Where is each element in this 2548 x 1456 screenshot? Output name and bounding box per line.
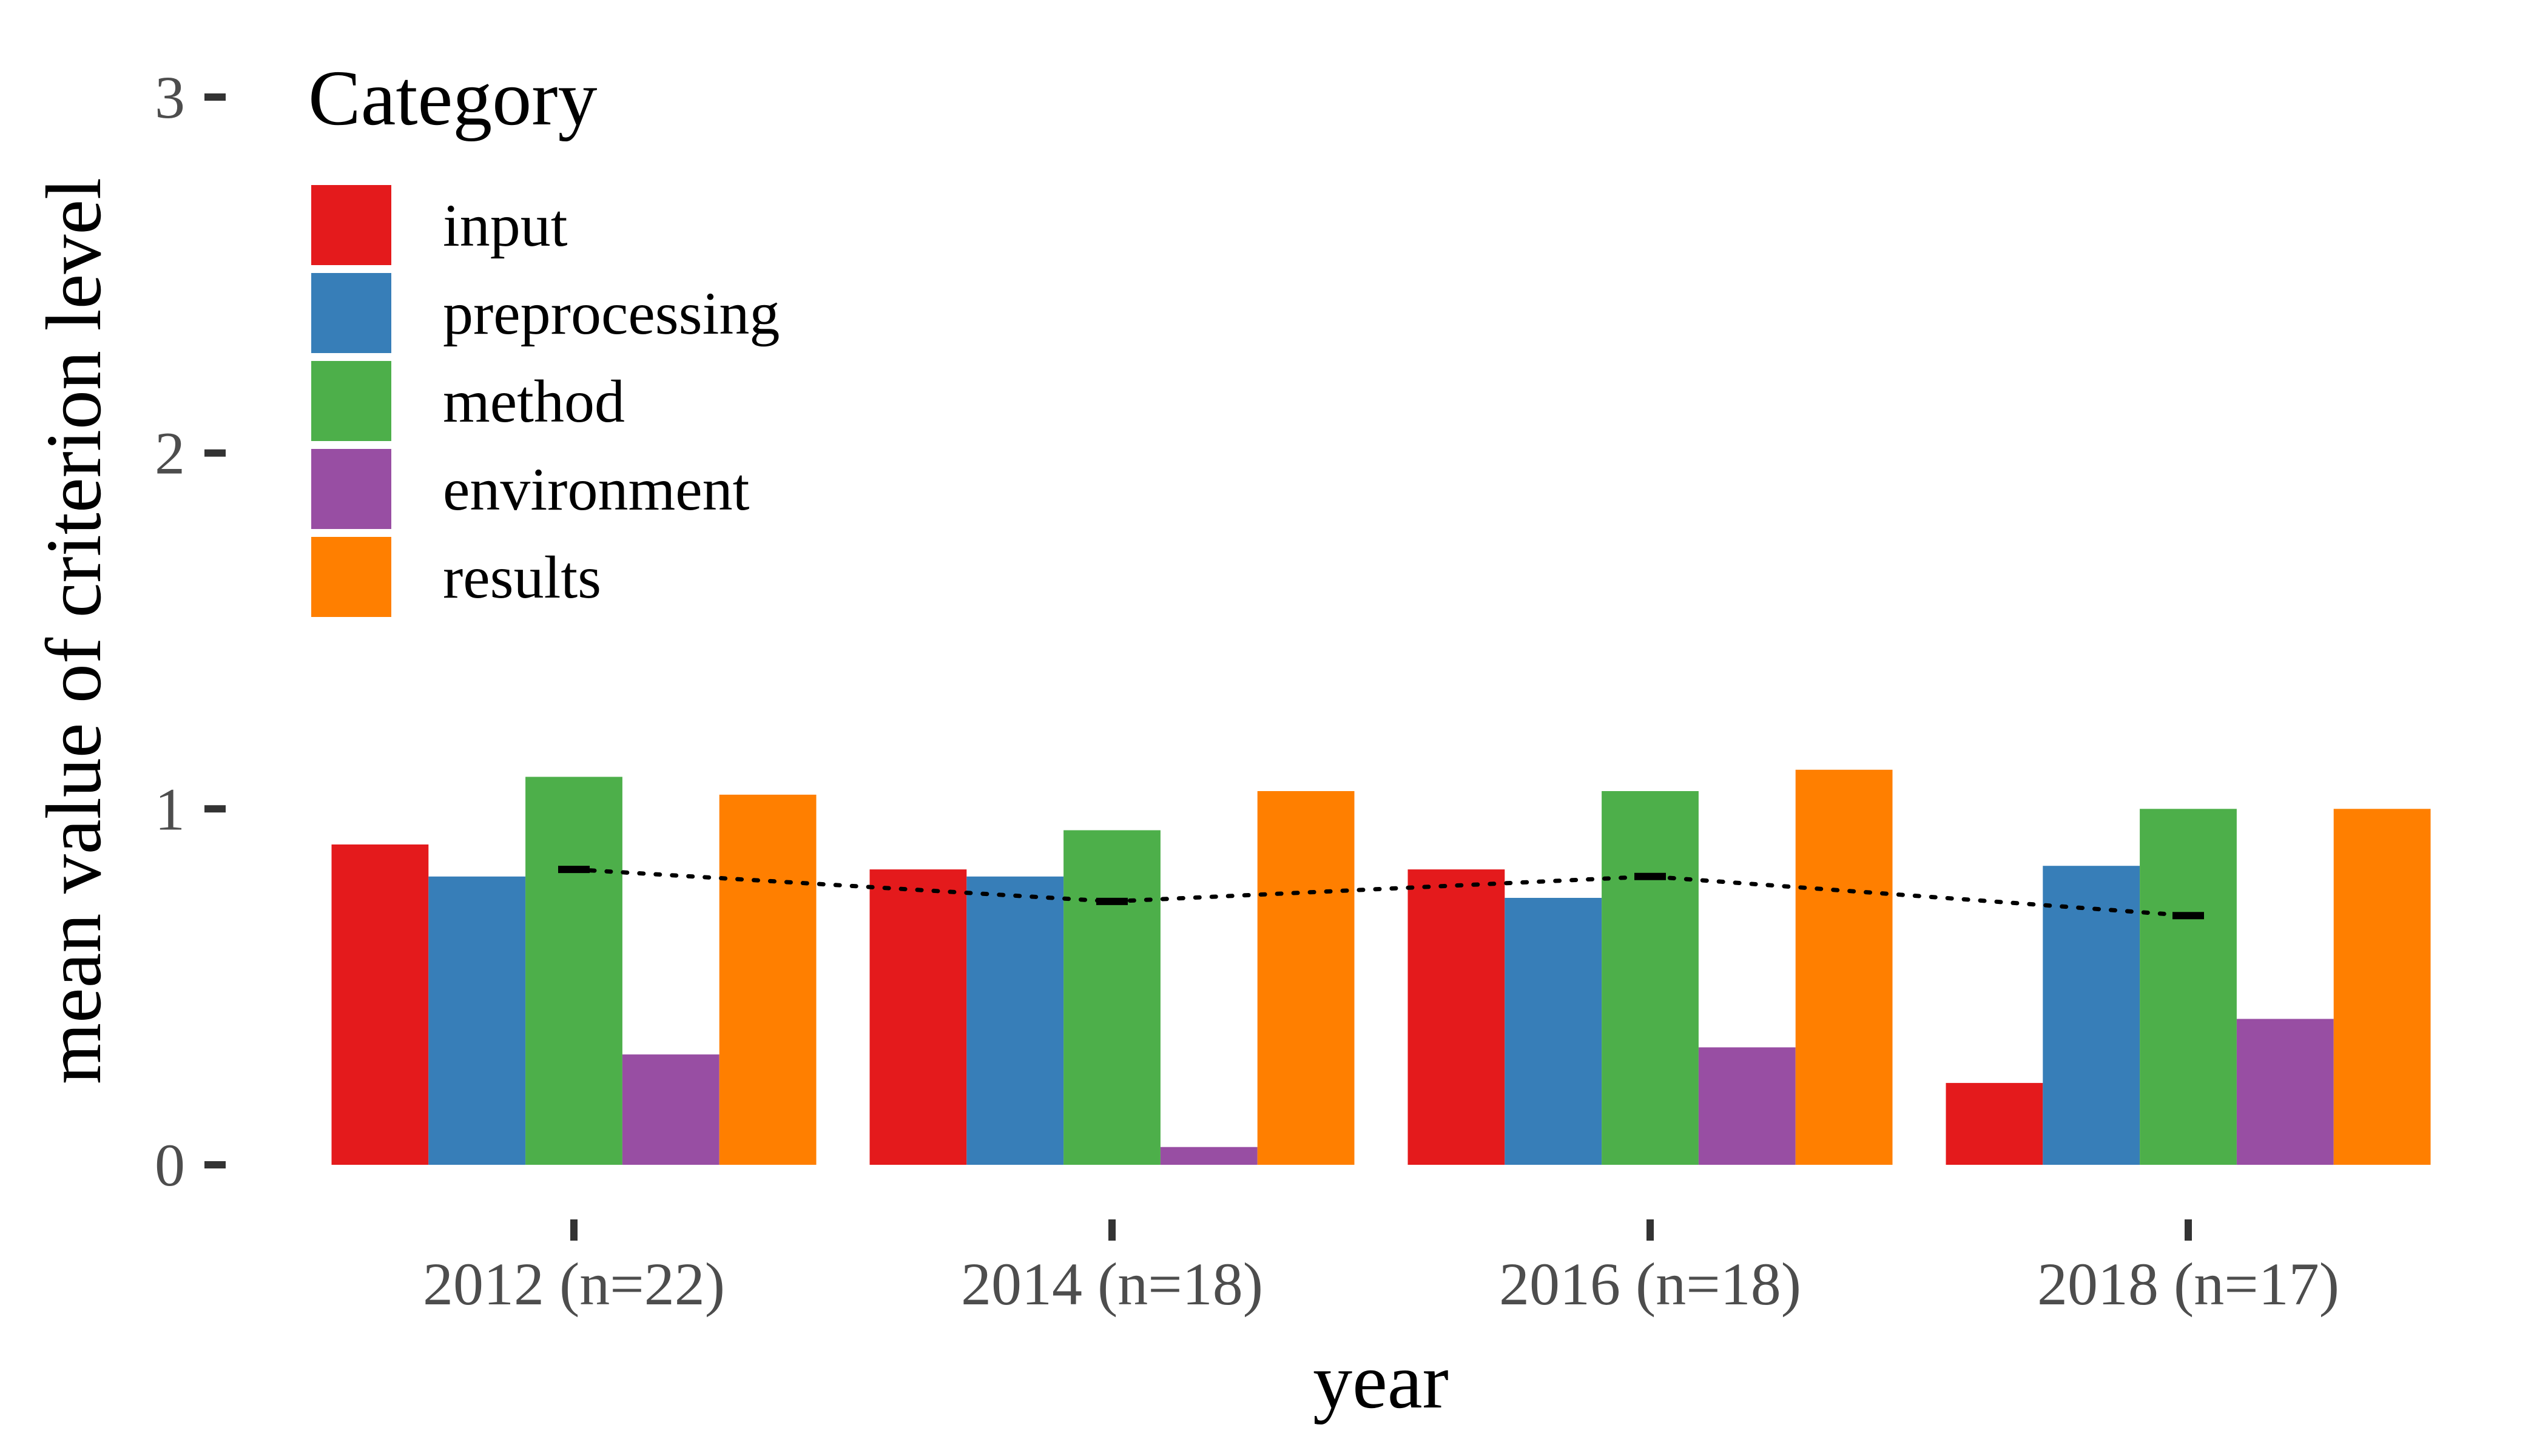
y-axis: 0 1 2 3: [155, 64, 226, 1199]
y-tick-label-0: 0: [155, 1131, 185, 1199]
y-tick-label-3: 3: [155, 64, 185, 131]
x-tick-label-0: 2012 (n=22): [423, 1250, 725, 1318]
y-tick-label-2: 2: [155, 420, 185, 487]
x-axis: 2012 (n=22) 2014 (n=18) 2016 (n=18) 2018 (n…: [423, 1219, 2339, 1318]
bar-input-2: [1407, 869, 1505, 1165]
bar-method-1: [1063, 830, 1161, 1165]
legend-label-method: method: [443, 368, 625, 435]
legend-label-input: input: [443, 192, 568, 259]
legend-key-input: [311, 185, 391, 265]
mean-trend-line: [571, 867, 2191, 918]
x-axis-title: year: [1313, 1338, 1449, 1425]
bar-input-3: [1946, 1083, 2043, 1165]
bar-environment-1: [1160, 1147, 1258, 1165]
x-tick-label-2: 2016 (n=18): [1499, 1250, 1801, 1318]
bar-environment-3: [2236, 1019, 2334, 1165]
x-tick-label-1: 2014 (n=18): [961, 1250, 1263, 1318]
y-tick-label-1: 1: [155, 775, 185, 843]
legend-key-environment: [311, 449, 391, 529]
bar-results-1: [1257, 791, 1355, 1165]
bar-preprocessing-0: [428, 876, 526, 1165]
bar-method-3: [2140, 809, 2237, 1165]
legend-label-preprocessing: preprocessing: [443, 280, 780, 347]
bar-method-0: [525, 777, 622, 1165]
legend-key-preprocessing: [311, 273, 391, 353]
bar-results-2: [1795, 769, 1893, 1165]
bar-input-1: [869, 869, 967, 1165]
bar-environment-0: [622, 1054, 720, 1165]
legend-key-results: [311, 537, 391, 617]
legend: Category input preprocessing method environ…: [308, 55, 780, 617]
legend-title: Category: [308, 55, 598, 142]
bars-layer: [331, 769, 2431, 1165]
bar-method-2: [1602, 791, 1699, 1165]
mean-layer: [558, 866, 2204, 920]
x-tick-label-3: 2018 (n=17): [2037, 1250, 2339, 1318]
y-axis-title: mean value of criterion level: [30, 178, 118, 1084]
bar-preprocessing-3: [2043, 866, 2140, 1165]
legend-label-results: results: [443, 544, 601, 611]
legend-label-environment: environment: [443, 456, 750, 523]
bar-preprocessing-1: [966, 876, 1064, 1165]
legend-key-method: [311, 361, 391, 441]
bar-results-0: [719, 794, 817, 1165]
bar-environment-2: [1698, 1047, 1796, 1165]
bar-preprocessing-2: [1505, 898, 1602, 1165]
bar-input-0: [331, 844, 429, 1165]
bar-results-3: [2333, 809, 2431, 1165]
